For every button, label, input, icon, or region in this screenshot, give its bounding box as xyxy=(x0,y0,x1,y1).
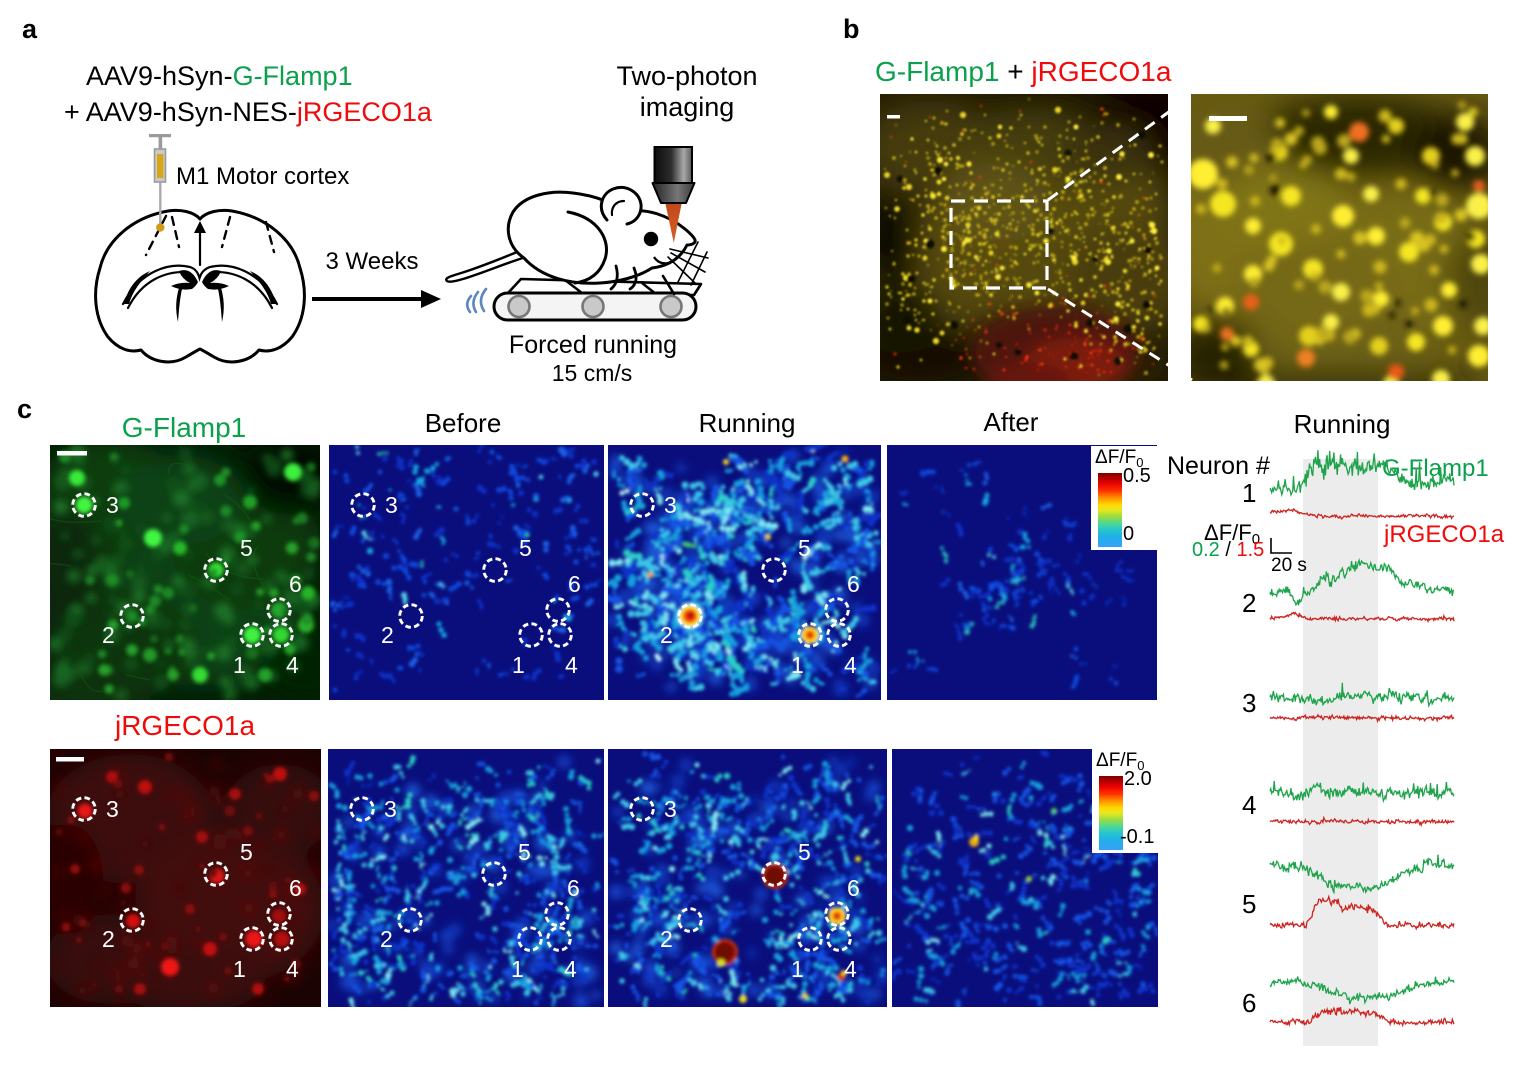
svg-text:6: 6 xyxy=(847,571,860,597)
svg-text:5: 5 xyxy=(519,535,532,561)
svg-text:5: 5 xyxy=(518,839,531,865)
svg-text:3: 3 xyxy=(664,492,677,518)
svg-text:1: 1 xyxy=(511,956,524,982)
svg-text:3: 3 xyxy=(384,796,397,822)
svg-text:2: 2 xyxy=(380,926,393,952)
svg-text:5: 5 xyxy=(798,535,811,561)
svg-text:4: 4 xyxy=(844,652,857,678)
svg-text:1: 1 xyxy=(512,652,525,678)
svg-text:6: 6 xyxy=(567,875,580,901)
svg-text:2: 2 xyxy=(381,622,394,648)
svg-text:2: 2 xyxy=(660,622,673,648)
svg-text:6: 6 xyxy=(568,571,581,597)
svg-text:4: 4 xyxy=(565,652,578,678)
svg-text:4: 4 xyxy=(564,956,577,982)
svg-text:1: 1 xyxy=(791,652,804,678)
svg-text:3: 3 xyxy=(385,492,398,518)
